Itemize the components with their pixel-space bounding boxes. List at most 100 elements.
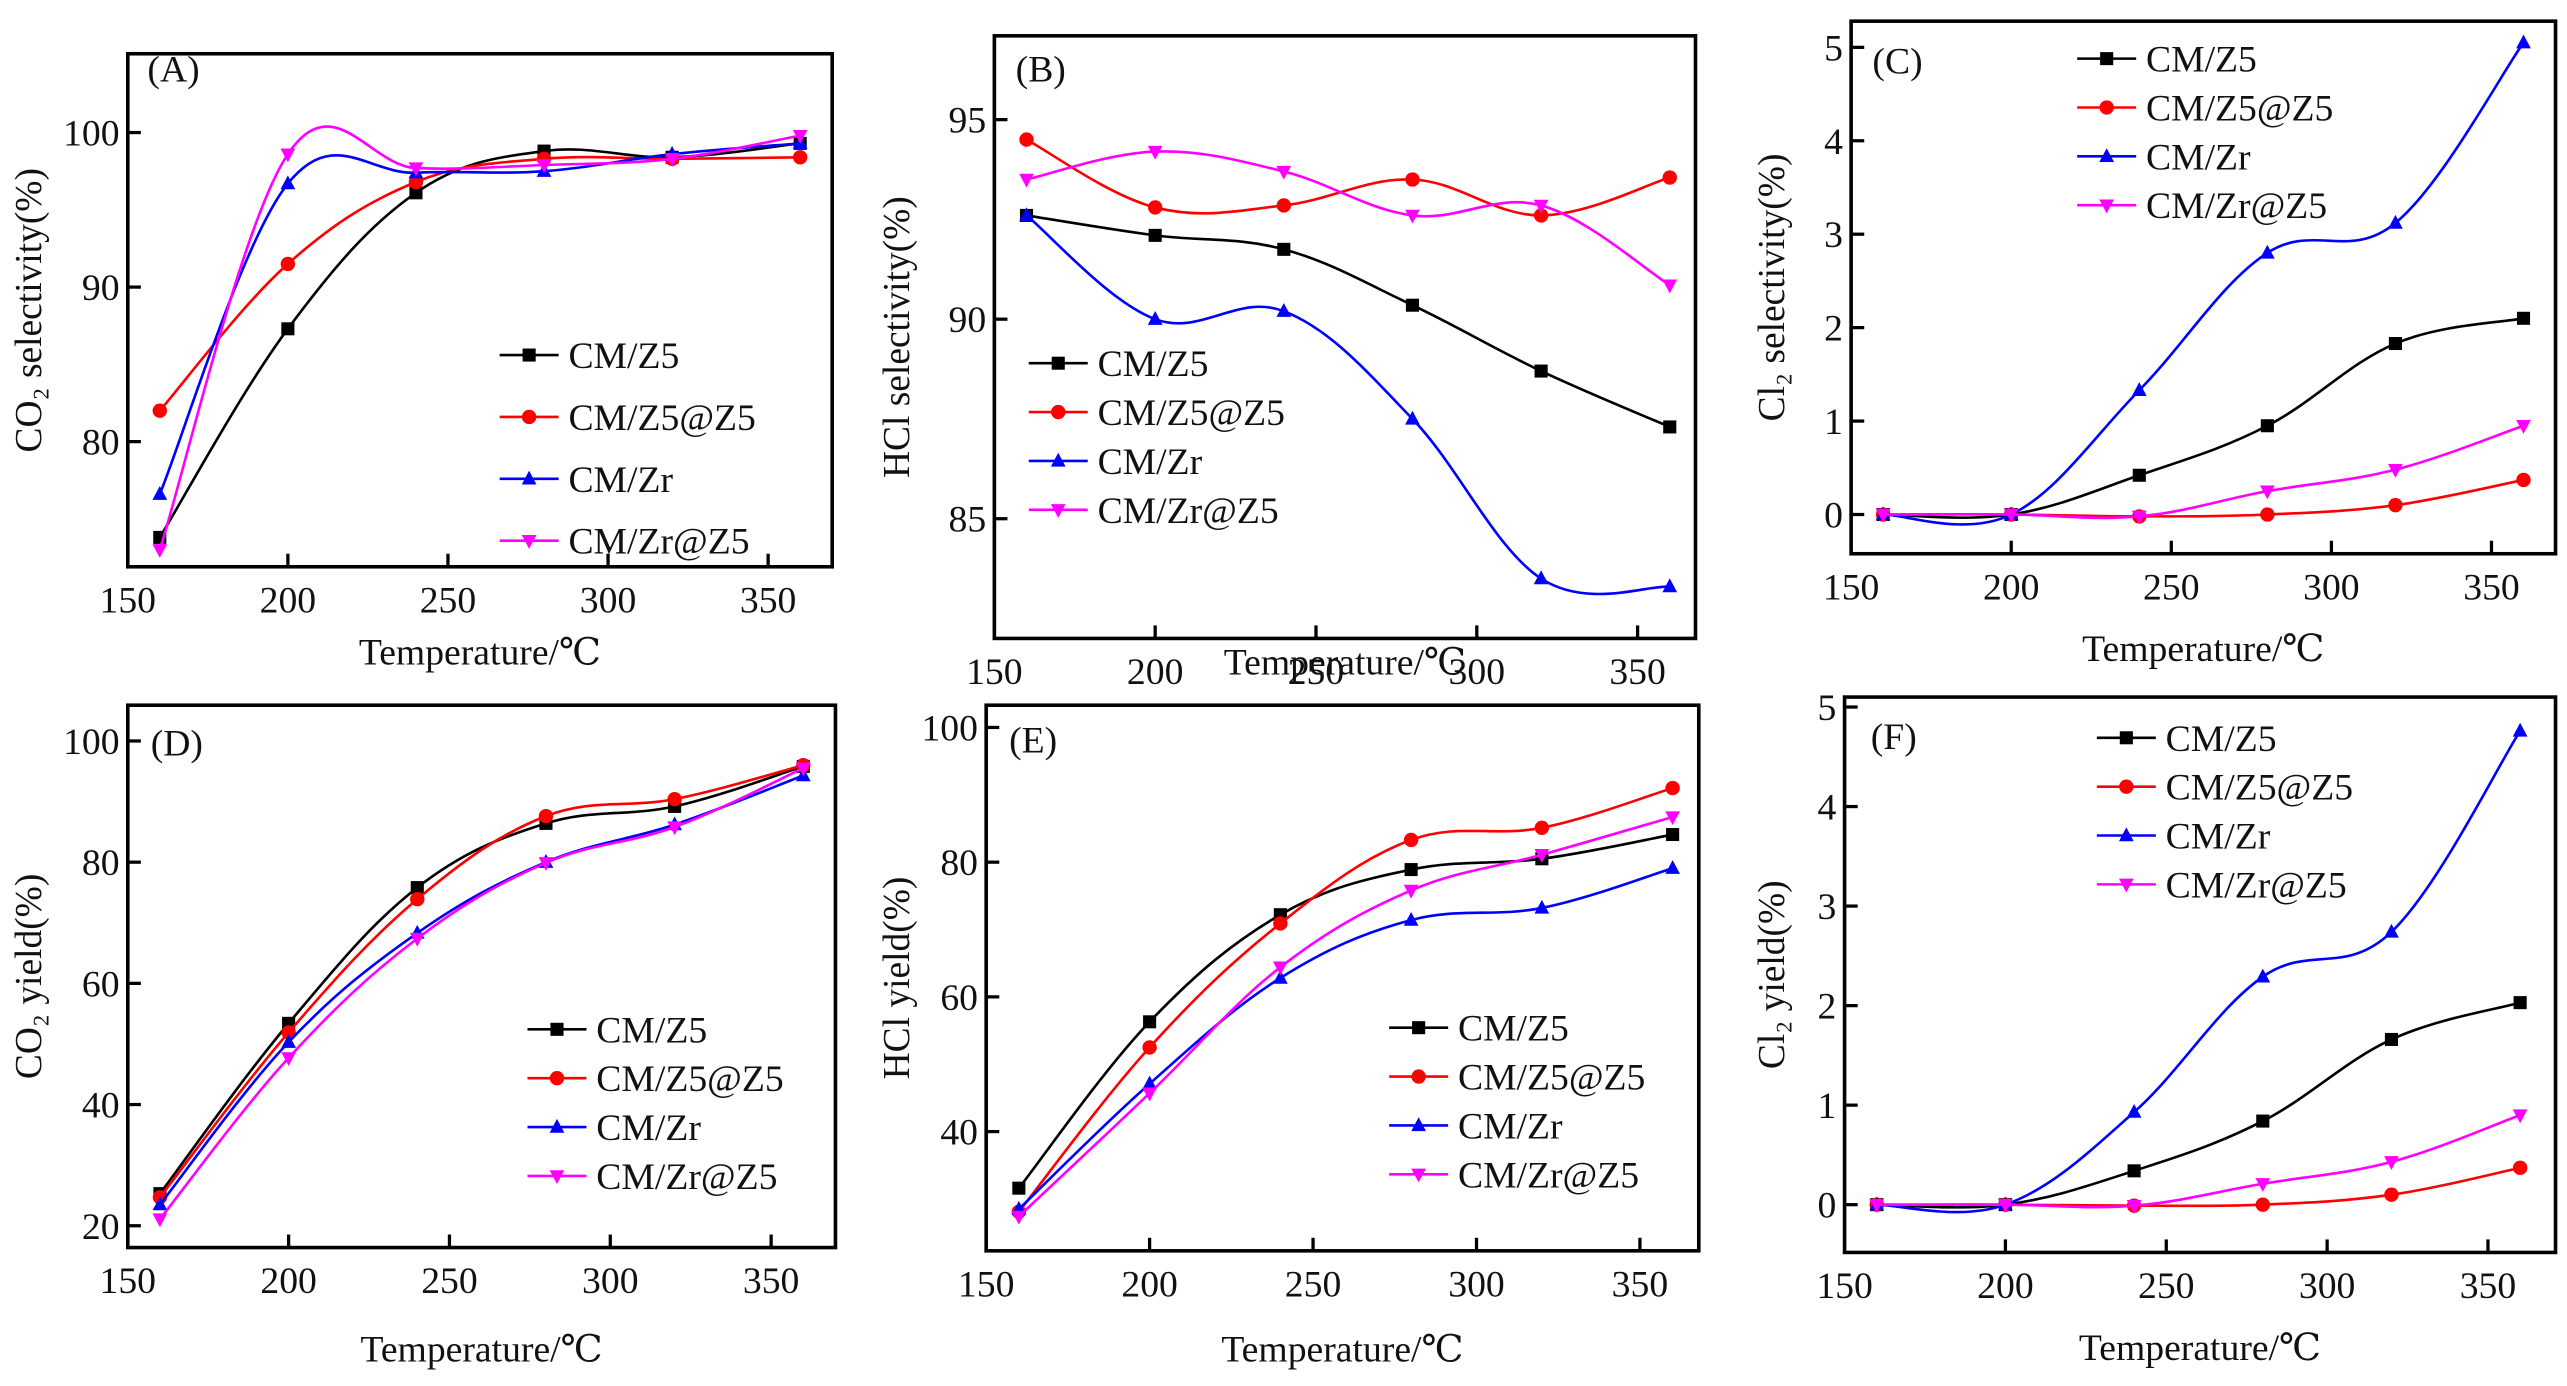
y-tick-label: 95 [949,101,987,142]
x-tick-label: 350 [2463,567,2519,608]
series-line-cm-zr-at-z5 [158,767,804,1220]
data-point-cm-zr-at-z5 [2259,485,2275,500]
y-tick-label: 60 [940,978,978,1019]
y-tick-label: 5 [1824,28,1843,69]
x-tick-label: 350 [2460,1266,2516,1307]
data-point-cm-z5 [1143,1015,1157,1029]
y-tick-label: 85 [949,500,987,541]
data-point-cm-zr [1276,303,1292,317]
legend-label: CM/Zr [596,1108,701,1149]
data-point-cm-zr [152,486,168,500]
series-cm-z5 [153,136,807,544]
data-point-cm-zr-at-z5 [1276,165,1292,180]
y-tick-label: 1 [1824,402,1843,443]
legend-item-cm-z5-at-z5: CM/Z5@Z5 [499,398,756,439]
data-point-cm-z5-at-z5 [1142,1040,1157,1055]
legend-label: CM/Zr@Z5 [596,1157,777,1198]
data-point-cm-zr [1272,969,1288,984]
legend-label: CM/Zr [1098,442,1203,483]
data-point-cm-zr-at-z5 [408,162,424,177]
data-point-cm-zr [280,175,296,190]
x-axis-label: Temperature/℃ [360,1330,602,1371]
data-point-cm-zr-at-z5 [1272,961,1288,976]
y-tick-label: 100 [921,709,977,750]
legend-marker [1050,452,1066,467]
x-tick-label: 250 [2138,1266,2194,1307]
y-tick-label: 100 [63,114,119,155]
data-point-cm-zr-at-z5 [664,153,680,167]
panel-f: 150 200 250 300 350 0 1 2 3 4 5 Temperature/℃ Cl₂ yi… [1752,688,2558,1369]
series-line-cm-zr-at-z5 [1883,424,2524,520]
data-point-cm-zr-at-z5 [536,159,552,174]
legend-label: CM/Z5@Z5 [2146,89,2333,130]
legend-label: CM/Zr@Z5 [2146,186,2327,227]
data-point-cm-zr-at-z5 [1869,1198,1885,1213]
legend-label: CM/Zr@Z5 [568,522,749,563]
data-point-cm-zr [2126,1103,2142,1118]
data-point-cm-z5-at-z5 [280,256,296,272]
data-point-cm-zr-at-z5 [2384,1156,2399,1171]
y-tick-label: 4 [1824,122,1843,163]
legend: CM/Z5 CM/Z5@Z5 CM/Zr CM/Zr@Z5 [2077,40,2333,227]
legend-item-cm-z5: CM/Z5 [1389,1009,1569,1050]
legend-item-cm-zr-at-z5: CM/Zr@Z5 [1389,1155,1639,1196]
data-point-cm-z5 [2384,1032,2399,1046]
data-point-cm-zr [1142,1075,1157,1090]
series-line-cm-zr-at-z5 [1017,815,1673,1218]
y-tick-label: 2 [1818,987,1837,1028]
data-point-cm-z5 [1663,420,1677,434]
y-axis-label: Cl₂ yield(%) [1752,880,1793,1069]
data-point-cm-zr [2388,214,2403,229]
series-line-cm-zr-at-z5 [1026,150,1671,287]
legend-item-cm-zr: CM/Zr [1389,1107,1563,1147]
data-point-cm-zr-at-z5 [2126,1199,2142,1214]
legend-marker [2099,199,2115,214]
series-line-cm-z5 [158,142,801,539]
series-cm-zr-at-z5 [1011,811,1680,1225]
legend-item-cm-zr-at-z5: CM/Zr@Z5 [1028,491,1279,532]
data-point-cm-zr-at-z5 [667,821,682,836]
data-point-cm-z5-at-z5 [410,891,425,907]
data-point-cm-zr [1405,410,1420,425]
y-tick-label: 40 [940,1113,978,1154]
legend-item-cm-z5-at-z5: CM/Z5@Z5 [527,1059,784,1100]
data-point-cm-zr-at-z5 [1534,849,1550,863]
x-tick-label: 200 [1121,1265,1177,1306]
legend-label: CM/Z5@Z5 [1098,393,1285,434]
series-cm-z5 [1876,311,2531,522]
data-point-cm-zr-at-z5 [152,1213,168,1228]
legend-marker [2100,52,2114,66]
legend-label: CM/Z5@Z5 [2166,768,2353,809]
data-point-cm-z5 [410,881,424,895]
series-cm-zr-at-z5 [152,762,811,1228]
legend-marker [1051,356,1065,370]
data-point-cm-zr-at-z5 [1875,508,1891,523]
x-tick-label: 200 [1127,652,1183,693]
data-point-cm-zr [2131,382,2147,396]
series-cm-z5-at-z5 [1019,132,1677,223]
panel-e: 150 200 250 300 350 40 60 80 100 Temperature/℃ HCl… [877,703,1701,1371]
data-point-cm-z5-at-z5 [2255,1197,2270,1212]
data-point-cm-z5 [1534,364,1548,378]
data-point-cm-z5 [1405,298,1420,312]
x-tick-label: 150 [100,580,156,621]
data-point-cm-zr-at-z5 [1665,811,1680,826]
series-cm-zr-at-z5 [1869,1109,2528,1214]
legend-label: CM/Zr@Z5 [2166,865,2347,906]
data-point-cm-z5-at-z5 [152,403,168,418]
data-point-cm-z5 [281,322,295,336]
data-point-cm-z5 [2132,468,2146,482]
y-tick-label: 90 [949,300,987,341]
x-axis-label: Temperature/℃ [1224,642,1466,683]
series-line-cm-z5-at-z5 [1876,1166,2521,1208]
series-line-cm-z5-at-z5 [1883,478,2524,518]
data-point-cm-zr-at-z5 [1019,173,1034,188]
legend-label: CM/Zr@Z5 [1458,1155,1639,1196]
data-point-cm-zr-at-z5 [1662,279,1678,294]
data-point-cm-z5-at-z5 [2516,472,2531,488]
data-point-cm-zr-at-z5 [280,148,296,163]
panel-label: (B) [1016,50,1066,91]
data-point-cm-z5-at-z5 [1019,132,1034,147]
plot-frame [1842,695,2558,1255]
data-point-cm-z5 [1277,242,1291,256]
